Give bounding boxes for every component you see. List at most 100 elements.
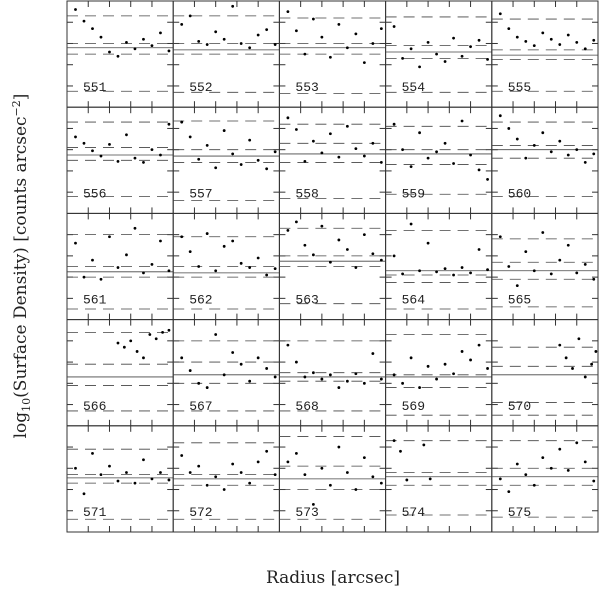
data-point (418, 65, 421, 69)
data-point (188, 369, 192, 372)
data-point (532, 144, 536, 147)
data-point (583, 460, 587, 464)
data-point (337, 155, 341, 159)
data-point (507, 265, 511, 268)
data-point (116, 54, 120, 58)
data-point (222, 373, 226, 377)
data-point (571, 367, 574, 370)
data-point (222, 129, 226, 132)
data-point (575, 441, 579, 445)
data-point (311, 371, 315, 375)
data-point (133, 47, 137, 51)
data-point (129, 339, 133, 343)
data-point (205, 483, 209, 487)
data-point (214, 333, 218, 336)
data-point (558, 258, 562, 262)
data-point (222, 37, 226, 41)
data-point (256, 33, 260, 37)
data-point (248, 46, 252, 50)
data-point (256, 256, 260, 260)
data-point (214, 166, 218, 170)
data-point (133, 481, 137, 485)
data-point (214, 475, 218, 479)
data-point (477, 38, 481, 42)
data-point (460, 266, 464, 269)
data-point (392, 122, 396, 126)
data-point (142, 356, 145, 360)
data-point (392, 25, 396, 28)
data-point (231, 462, 235, 466)
data-point (498, 477, 502, 481)
data-point (532, 44, 536, 48)
data-point (435, 270, 438, 274)
data-point (286, 460, 290, 464)
data-point (205, 144, 209, 147)
data-point (498, 12, 502, 16)
data-point (108, 235, 111, 239)
data-point (566, 469, 570, 472)
data-point (91, 452, 94, 455)
data-point (592, 277, 596, 281)
data-point (328, 483, 332, 487)
data-point (188, 14, 192, 18)
data-point (256, 460, 260, 464)
data-point (116, 159, 120, 163)
data-point (222, 244, 226, 248)
data-point (594, 350, 598, 353)
data-point (320, 377, 324, 381)
data-point (167, 49, 171, 53)
panel-label: 557 (189, 186, 212, 201)
data-point (74, 8, 77, 11)
data-point (197, 39, 201, 43)
y-label-part: (Surface Density) [counts arcsec (11, 116, 31, 397)
data-point (362, 456, 366, 460)
data-point (265, 273, 269, 277)
data-point (426, 364, 430, 368)
data-point (108, 464, 111, 468)
data-point (409, 47, 413, 51)
data-point (486, 268, 489, 272)
data-point (435, 52, 438, 56)
data-point (167, 328, 171, 332)
data-point (214, 30, 218, 34)
data-point (524, 250, 528, 254)
data-point (311, 502, 315, 506)
data-point (418, 269, 421, 273)
data-point (507, 490, 511, 494)
data-point (197, 464, 201, 468)
data-point (362, 154, 366, 158)
data-point (524, 473, 528, 477)
data-point (399, 449, 402, 453)
data-point (426, 41, 430, 44)
data-point (401, 56, 404, 60)
data-point (142, 458, 145, 462)
data-point (443, 141, 447, 145)
data-point (541, 456, 545, 460)
data-point (303, 473, 307, 477)
panel-label: 561 (83, 293, 107, 308)
data-point (345, 46, 349, 50)
data-point (239, 362, 243, 366)
data-point (154, 337, 158, 341)
data-point (180, 356, 184, 360)
data-point (422, 443, 426, 447)
panel-label: 553 (295, 80, 318, 95)
data-point (74, 466, 77, 470)
data-point (231, 4, 235, 8)
data-point (159, 471, 162, 474)
data-point (362, 61, 366, 64)
data-point (108, 50, 111, 54)
data-point (311, 139, 315, 143)
data-point (91, 149, 94, 153)
data-point (592, 152, 596, 156)
panel-label: 565 (508, 293, 531, 308)
panel-label: 560 (508, 186, 531, 201)
data-point (180, 120, 184, 124)
panel-label: 554 (402, 80, 426, 95)
data-point (188, 471, 192, 474)
data-point (469, 358, 472, 362)
data-point (180, 235, 184, 239)
panel-frame (491, 425, 599, 533)
data-point (469, 271, 472, 275)
data-point (150, 44, 154, 48)
